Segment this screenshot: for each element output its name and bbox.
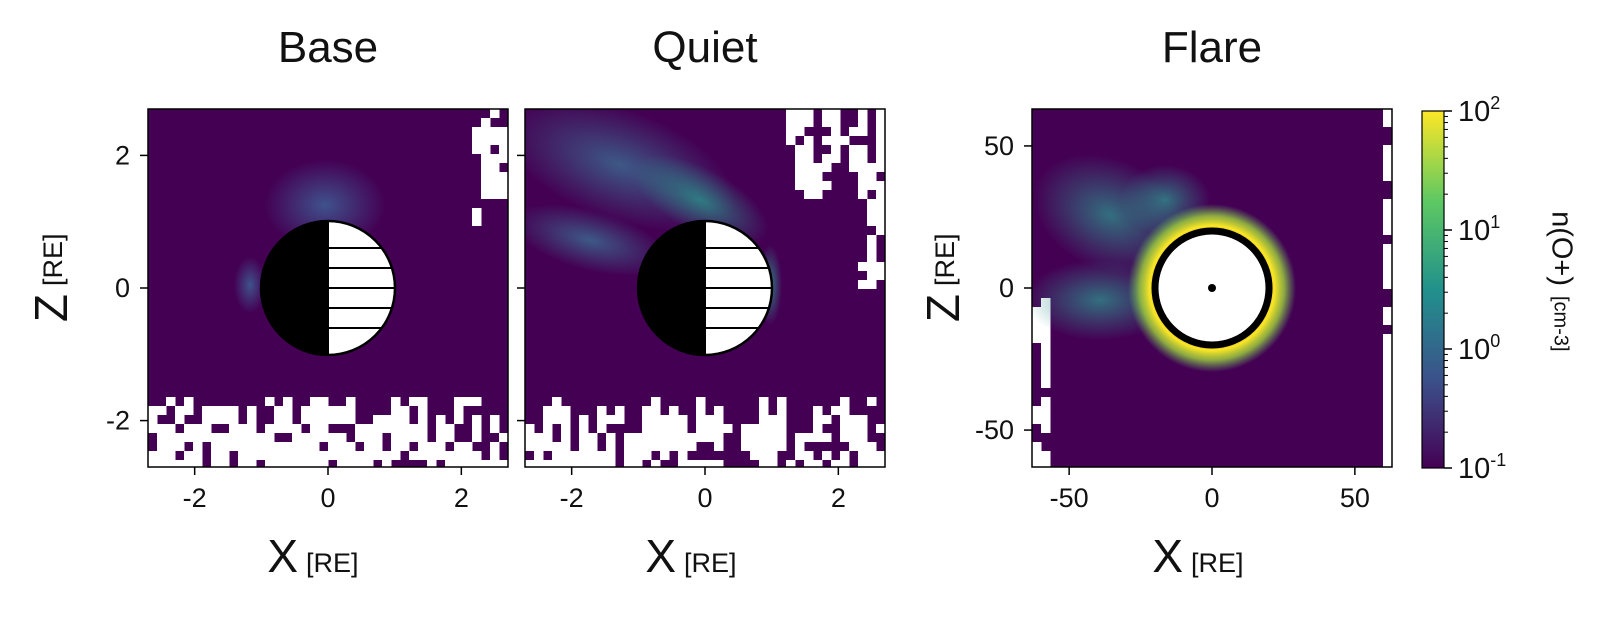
x-tick-label: -2: [560, 483, 584, 513]
sparse-data-gaps: [525, 109, 885, 467]
y-tick-label: 0: [115, 273, 130, 303]
y-axis-unit: [RE]: [38, 233, 68, 286]
colorbar-tick-label: 101: [1458, 212, 1500, 247]
panel-title: Quiet: [652, 23, 757, 72]
axis-ticks: -50 0 50 50 0 -50: [975, 131, 1370, 513]
colorbar-tick-label: 100: [1458, 331, 1500, 366]
x-tick-label: 2: [831, 483, 846, 513]
colorbar-tick-exponent: 2: [1490, 93, 1500, 113]
y-tick-label: -50: [975, 415, 1014, 445]
colorbar-label-group: n(O+) [cm-3]: [1545, 211, 1577, 352]
panel-quiet: Quiet -2 0 2 X [RE]: [517, 23, 886, 582]
y-axis-label-group: Z [RE]: [917, 233, 969, 322]
x-axis-unit: [RE]: [684, 548, 737, 578]
plume-region: [525, 204, 668, 276]
x-tick-label: -50: [1050, 483, 1089, 513]
colorbar-tick-label: 102: [1458, 93, 1500, 128]
panel-flare: Flare -50 0 50 50 0 -50 X [RE] Z [RE]: [917, 23, 1393, 582]
x-axis-unit: [RE]: [1191, 548, 1244, 578]
x-tick-label: 0: [320, 483, 335, 513]
plume-region: [632, 154, 768, 246]
colorbar-tick-exponent: 0: [1490, 331, 1500, 351]
axis-ticks: -2 0 2: [517, 154, 846, 513]
x-tick-label: 50: [1340, 483, 1370, 513]
y-tick-label: 2: [115, 140, 130, 170]
colorbar-label: n(O+): [1545, 211, 1577, 286]
inner-boundary-disk: [1151, 227, 1273, 349]
y-axis-label-group: Z [RE]: [25, 233, 77, 322]
colorbar-unit: [cm-3]: [1550, 296, 1572, 352]
y-axis-label: Z: [917, 294, 969, 322]
x-axis-label: X: [1152, 530, 1183, 582]
x-tick-label: 0: [697, 483, 712, 513]
y-axis-label: Z: [25, 294, 77, 322]
colorbar-gradient: [1421, 110, 1445, 469]
colorbar-tick-exponent: -1: [1490, 450, 1506, 470]
x-tick-label: 0: [1204, 483, 1219, 513]
x-tick-label: 2: [454, 483, 469, 513]
axis-ticks: -2 0 2 2 0 -2: [106, 140, 469, 513]
y-tick-label: -2: [106, 406, 130, 436]
y-axis-unit: [RE]: [930, 233, 960, 286]
panel-base: Base -2 0 2 2 0 -2 X [RE] Z [RE]: [25, 23, 509, 582]
x-tick-label: -2: [183, 483, 207, 513]
x-axis-label: X: [645, 530, 676, 582]
x-axis-unit: [RE]: [306, 548, 359, 578]
colorbar-tick-exponent: 1: [1490, 212, 1500, 232]
plume-region: [234, 257, 266, 313]
sparse-data-gaps: [148, 109, 508, 467]
y-tick-label: 0: [999, 273, 1014, 303]
y-tick-label: 50: [984, 131, 1014, 161]
x-axis-label: X: [267, 530, 298, 582]
panel-title: Base: [278, 23, 378, 72]
panel-title: Flare: [1162, 23, 1262, 72]
colorbar-tick-label: 10-1: [1458, 450, 1506, 485]
